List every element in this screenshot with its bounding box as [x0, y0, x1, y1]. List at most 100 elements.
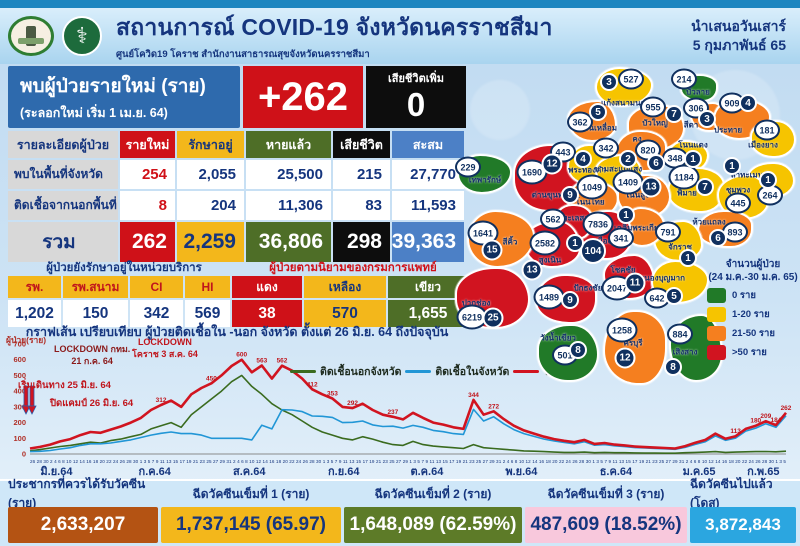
- svg-text:ต.ค.64: ต.ค.64: [410, 466, 444, 478]
- treatment-value: 1,202: [8, 300, 61, 327]
- svg-text:ก.ค.64: ก.ค.64: [139, 466, 172, 478]
- table-cell: 11,306: [246, 191, 331, 220]
- district-new-cases-badge: 5: [665, 287, 683, 305]
- series-line-0: [29, 374, 787, 454]
- district-label: บัวใหญ่: [642, 118, 668, 128]
- district-new-cases-badge: 6: [709, 229, 727, 247]
- district-label: บ้านเหลื่อม: [578, 123, 618, 133]
- district-new-cases-badge: 7: [665, 105, 683, 123]
- district-cumulative-badge: 362: [567, 111, 593, 133]
- legend-line-swatch: [513, 370, 540, 373]
- treatment-col-hospital: รพ.: [8, 276, 61, 298]
- district-label: เทพารักษ์: [468, 175, 502, 185]
- district-new-cases-badge: 6: [647, 154, 665, 172]
- new-cases-panel: พบผู้ป่วยรายใหม่ (ราย) (ระลอกใหม่ เริ่ม …: [8, 66, 240, 128]
- district-new-cases-badge: 9: [561, 291, 579, 309]
- total-cell: 298: [333, 222, 390, 262]
- svg-text:237: 237: [387, 409, 398, 416]
- district-new-cases-badge: 1: [566, 234, 584, 252]
- total-cell: 262: [120, 222, 175, 262]
- svg-text:184: 184: [770, 417, 781, 424]
- province-district-map: จำนวนผู้ป่วย (24 ม.ค.-30 ม.ค. 65) 0 ราย 1…: [455, 62, 800, 478]
- chart-annotation: เริ่มเดินทาง 25 มิ.ย. 64: [18, 380, 111, 391]
- treatment-col-ci: CI: [130, 276, 183, 298]
- district-label: เมืองยาง: [748, 140, 778, 150]
- table-cell: 8: [120, 191, 175, 220]
- legend-item-label: 0 ราย: [732, 290, 756, 301]
- table-cell: 83: [333, 191, 390, 220]
- district-cumulative-badge: 1049: [576, 174, 608, 200]
- total-cell: 39,363: [392, 222, 464, 262]
- svg-text:563: 563: [256, 358, 267, 365]
- header-bar: ⚕ สถานการณ์ COVID-19 จังหวัดนครราชสีมา ศ…: [0, 8, 800, 64]
- map-legend-item: 21-50 ราย: [707, 326, 799, 341]
- svg-text:ก.ย.64: ก.ย.64: [328, 466, 360, 478]
- col-header-deaths: เสียชีวิต: [333, 131, 390, 158]
- district-new-cases-badge: 11: [624, 272, 646, 294]
- district-new-cases-badge: 12: [614, 347, 636, 369]
- district-cumulative-badge: 2582: [529, 230, 561, 256]
- page-subtitle: ศูนย์โควิด19 โคราช สำนักงานสาธารณสุขจังห…: [116, 49, 370, 60]
- district-cumulative-badge: 229: [455, 156, 481, 178]
- severity-value-red: 38: [232, 300, 302, 327]
- svg-text:500: 500: [13, 371, 26, 380]
- page-title: สถานการณ์ COVID-19 จังหวัดนครราชสีมา: [116, 14, 553, 40]
- total-cell: 36,806: [246, 222, 331, 262]
- district-new-cases-badge: 1: [617, 206, 635, 224]
- svg-text:272: 272: [488, 403, 499, 410]
- district-label: พิมาย: [677, 188, 697, 198]
- severity-section-title: ผู้ป่วยตามนิยามของกรมการแพทย์: [269, 262, 437, 274]
- svg-text:ผู้ป่วย(ราย): ผู้ป่วย(ราย): [6, 336, 46, 346]
- svg-text:300: 300: [13, 402, 26, 411]
- vaccine-label-dose3: ฉีดวัคซีนเข็มที่ 3 (ราย): [547, 486, 665, 501]
- district-label: จักราช: [668, 242, 692, 252]
- district-label: โนนไทย: [575, 197, 605, 207]
- chart-annotation: LOCKDOWN โคราช 3 ส.ค. 64: [132, 337, 198, 359]
- map-legend-item: 0 ราย: [707, 288, 799, 303]
- virus-watermark: [470, 80, 530, 140]
- district-label: พระทองคำ: [568, 165, 606, 175]
- district-label: โชคชัย: [610, 265, 636, 275]
- new-cases-label: พบผู้ป่วยรายใหม่ (ราย): [20, 76, 206, 97]
- map-legend-title: จำนวนผู้ป่วย (24 ม.ค.-30 ม.ค. 65): [708, 259, 798, 283]
- district-label: แก้งสนามนาง: [601, 98, 649, 108]
- case-summary-table: รายละเอียดผู้ป่วย รายใหม่ รักษาอยู่ หายแ…: [8, 131, 466, 262]
- map-legend-item: 1-20 ราย: [707, 307, 799, 322]
- col-header-new: รายใหม่: [120, 131, 175, 158]
- district-label: ประทาย: [713, 125, 743, 135]
- svg-text:0: 0: [22, 450, 26, 459]
- district-label: สูงเนิน: [538, 255, 562, 265]
- svg-text:ก.พ.65: ก.พ.65: [747, 466, 779, 478]
- district-new-cases-badge: 1: [723, 157, 741, 175]
- district-label: ปากช่อง: [461, 298, 491, 308]
- district-label: บัวลาย: [686, 87, 710, 97]
- svg-text:209: 209: [760, 413, 771, 420]
- district-new-cases-badge: 7: [696, 178, 714, 196]
- district-new-cases-badge: 12: [541, 153, 563, 175]
- district-new-cases-badge: 3: [698, 110, 716, 128]
- legend-color-swatch: [707, 288, 726, 303]
- svg-text:262: 262: [781, 405, 792, 412]
- svg-text:26 28 30 2 4 6 8 10 12 14 16 1: 26 28 30 2 4 6 8 10 12 14 16 18 20 22 24…: [30, 459, 786, 464]
- district-cumulative-badge: 527: [618, 68, 644, 90]
- district-label: เสิงสาง: [672, 347, 698, 357]
- district-new-cases-badge: 4: [739, 94, 757, 112]
- district-new-cases-badge: 15: [481, 239, 503, 261]
- table-cell: 25,500: [246, 160, 331, 189]
- svg-text:113: 113: [730, 428, 741, 435]
- table-cell: 215: [333, 160, 390, 189]
- district-new-cases-badge: 1: [679, 249, 697, 267]
- map-legend: จำนวนผู้ป่วย (24 ม.ค.-30 ม.ค. 65) 0 ราย 1…: [707, 258, 799, 360]
- treatment-severity-table: รพ. รพ.สนาม CI HI แดง เหลือง เขียว 1,202…: [8, 276, 468, 327]
- district-cumulative-badge: 7836: [582, 211, 614, 237]
- severity-col-green: เขียว: [388, 276, 468, 298]
- district-label: ครบุรี: [623, 338, 643, 348]
- table-cell: 2,055: [177, 160, 244, 189]
- district-label: คง: [632, 134, 642, 144]
- col-header-active: รักษาอยู่: [177, 131, 244, 158]
- cases-line-chart: 0 100 200 300 400 500 600 700 ผู้ป่วย(ราย) 312 450…: [4, 335, 796, 478]
- vaccine-label-population: ประชากรที่ควรได้รับวัคซีน (ราย): [8, 477, 146, 510]
- svg-text:100: 100: [13, 434, 26, 443]
- district-label: โนนแดง: [678, 140, 708, 150]
- svg-text:ส.ค.64: ส.ค.64: [233, 466, 266, 478]
